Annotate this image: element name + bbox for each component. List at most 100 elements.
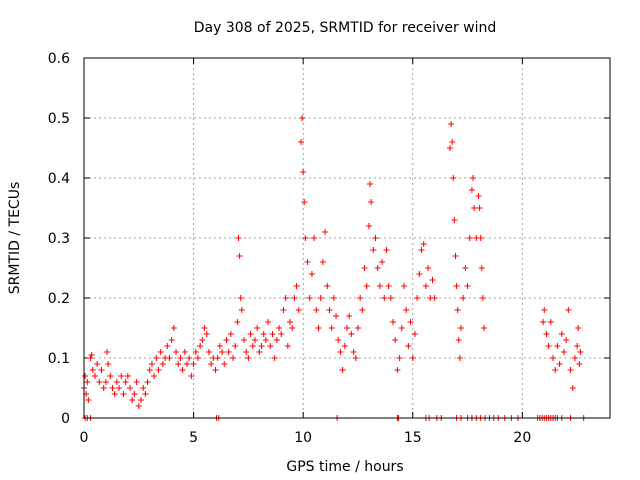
- data-point: [398, 325, 405, 331]
- x-tick-label: 5: [189, 430, 198, 446]
- data-point: [124, 373, 131, 379]
- data-point: [181, 349, 188, 355]
- data-point: [392, 337, 399, 343]
- data-point: [299, 115, 306, 121]
- data-point: [381, 295, 388, 301]
- data-point: [265, 319, 272, 325]
- data-point: [284, 343, 291, 349]
- data-point: [127, 385, 134, 391]
- x-tick-label: 10: [294, 430, 312, 446]
- data-point: [271, 355, 278, 361]
- data-point: [425, 265, 432, 271]
- data-point: [137, 397, 144, 403]
- x-axis-label: GPS time / hours: [286, 459, 403, 475]
- data-point: [540, 319, 547, 325]
- data-point: [383, 247, 390, 253]
- data-point: [313, 307, 320, 313]
- data-point: [301, 199, 308, 205]
- data-point: [295, 307, 302, 313]
- y-tick-label: 0: [61, 411, 70, 427]
- data-point: [563, 337, 570, 343]
- data-point: [348, 331, 355, 337]
- data-point: [311, 235, 318, 241]
- data-point: [414, 295, 421, 301]
- data-point: [177, 355, 184, 361]
- data-point: [88, 352, 95, 358]
- data-point: [575, 325, 582, 331]
- data-point: [289, 325, 296, 331]
- data-point: [273, 337, 280, 343]
- data-point: [468, 187, 475, 193]
- data-point: [565, 307, 572, 313]
- plot-frame: [83, 57, 611, 419]
- data-point: [367, 181, 374, 187]
- data-point: [550, 355, 557, 361]
- data-point: [339, 367, 346, 373]
- data-point: [470, 175, 477, 181]
- data-point: [541, 307, 548, 313]
- data-point: [368, 199, 375, 205]
- data-point: [135, 403, 142, 409]
- data-point: [560, 349, 567, 355]
- data-point: [157, 349, 164, 355]
- y-tick-label: 0.4: [48, 171, 70, 187]
- data-point: [466, 235, 473, 241]
- y-tick-label: 0.1: [48, 351, 70, 367]
- data-point: [262, 337, 269, 343]
- data-point: [363, 283, 370, 289]
- data-point: [420, 241, 427, 247]
- data-point: [291, 295, 298, 301]
- data-point: [361, 265, 368, 271]
- data-point: [453, 283, 460, 289]
- data-point: [552, 367, 559, 373]
- data-point: [475, 193, 482, 199]
- data-point: [317, 295, 324, 301]
- data-point: [179, 367, 186, 373]
- data-point: [374, 265, 381, 271]
- data-point: [227, 331, 234, 337]
- data-point: [558, 331, 565, 337]
- data-point: [113, 379, 120, 385]
- data-point: [457, 325, 464, 331]
- data-point: [85, 397, 92, 403]
- data-point: [159, 361, 166, 367]
- data-point: [429, 277, 436, 283]
- data-point: [400, 283, 407, 289]
- data-point: [287, 319, 294, 325]
- data-point: [89, 367, 96, 373]
- data-point: [372, 235, 379, 241]
- data-point: [278, 331, 285, 337]
- y-tick-label: 0.3: [48, 231, 70, 247]
- data-point: [194, 355, 201, 361]
- data-point: [403, 307, 410, 313]
- data-point: [151, 373, 158, 379]
- data-point: [554, 343, 561, 349]
- data-point: [249, 343, 256, 349]
- data-point: [153, 355, 160, 361]
- data-point: [148, 361, 155, 367]
- data-point: [448, 121, 455, 127]
- data-point: [98, 367, 105, 373]
- data-point: [232, 343, 239, 349]
- data-point: [405, 343, 412, 349]
- data-point: [269, 331, 276, 337]
- data-point: [337, 349, 344, 355]
- data-point: [142, 391, 149, 397]
- data-point: [256, 349, 263, 355]
- data-point: [82, 373, 89, 379]
- data-point: [341, 343, 348, 349]
- data-point: [203, 331, 210, 337]
- data-point: [118, 373, 125, 379]
- data-point: [237, 295, 244, 301]
- data-point: [319, 259, 326, 265]
- data-point: [214, 355, 221, 361]
- data-point: [322, 229, 329, 235]
- data-point: [416, 271, 423, 277]
- x-tick-label: 0: [80, 430, 89, 446]
- data-point: [304, 259, 311, 265]
- data-point: [144, 379, 151, 385]
- data-point: [208, 361, 215, 367]
- data-point: [471, 205, 478, 211]
- data-point: [247, 331, 254, 337]
